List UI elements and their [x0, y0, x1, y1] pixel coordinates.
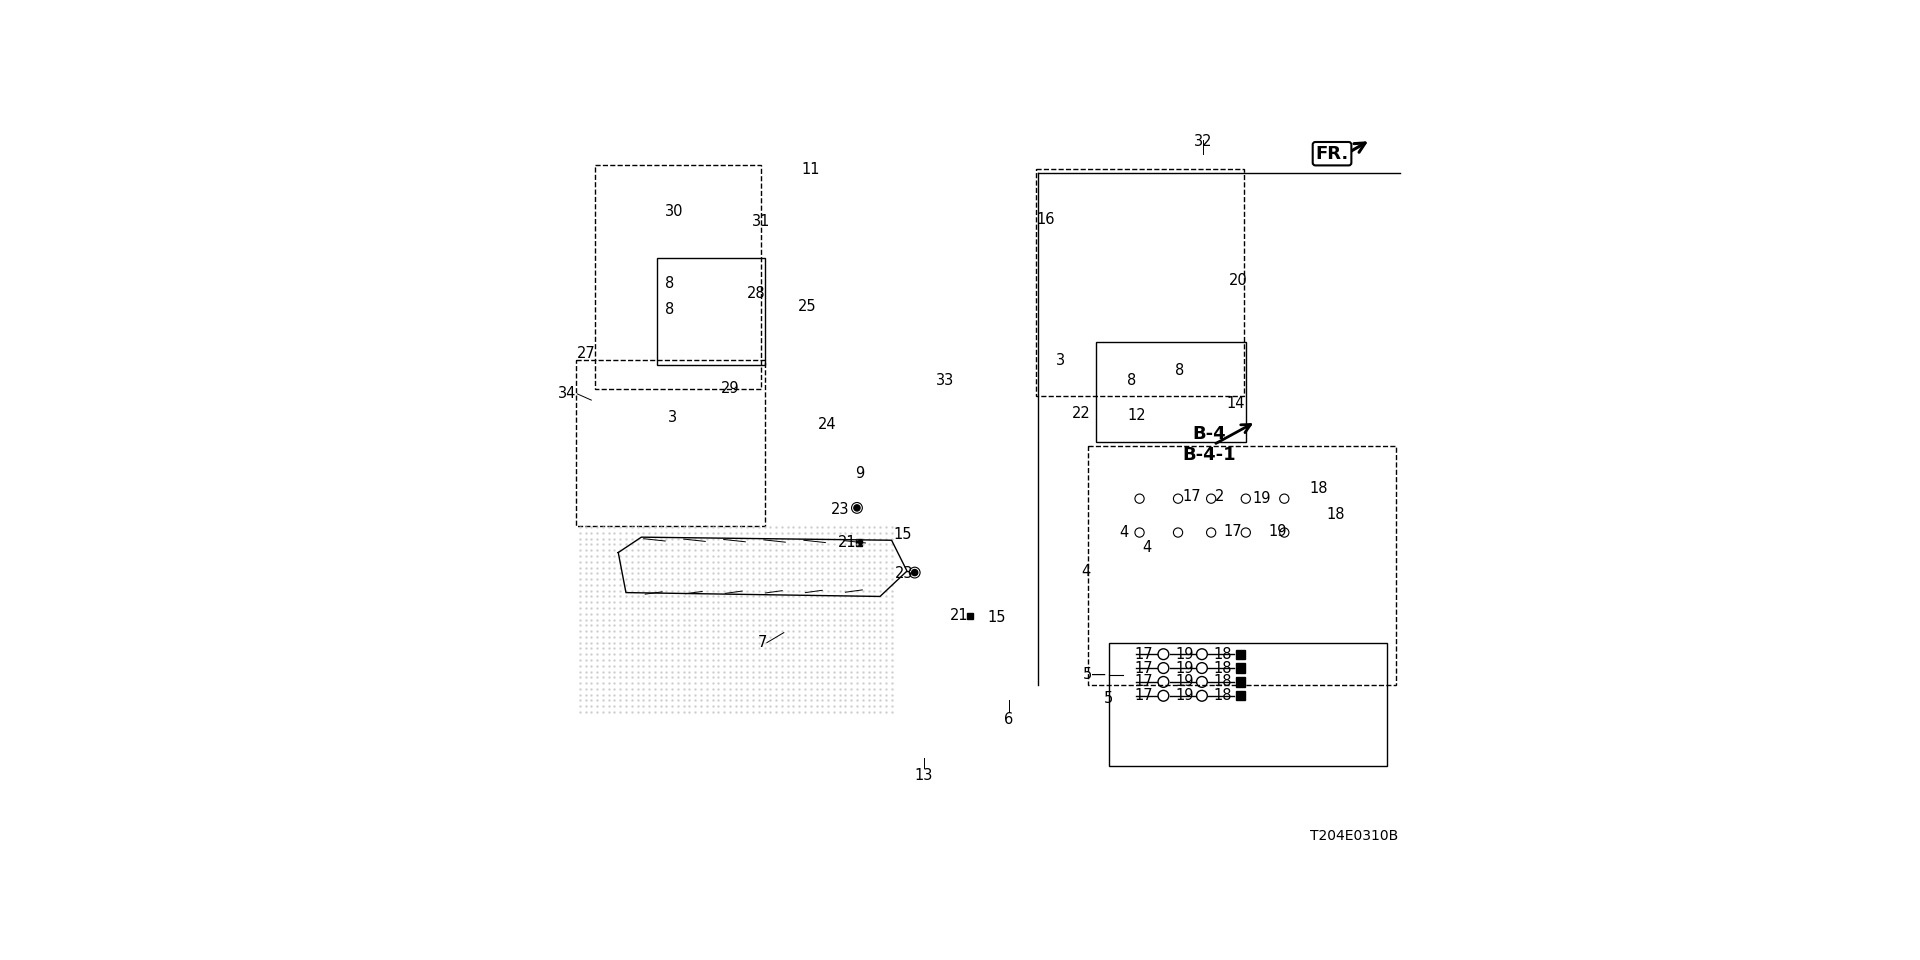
Text: 16: 16: [1037, 211, 1054, 227]
Bar: [856, 540, 862, 545]
Bar: [1236, 650, 1244, 659]
Text: 14: 14: [1227, 396, 1244, 412]
Text: 17: 17: [1223, 523, 1242, 539]
Text: 8: 8: [1127, 373, 1137, 389]
Text: 17: 17: [1135, 660, 1152, 676]
Text: 18: 18: [1213, 675, 1233, 689]
Text: 33: 33: [937, 373, 954, 389]
Text: 32: 32: [1194, 134, 1213, 150]
Text: 12: 12: [1127, 408, 1146, 423]
Bar: [1037, 169, 1244, 396]
Text: 19: 19: [1252, 492, 1271, 506]
Bar: [576, 360, 764, 526]
Text: 31: 31: [751, 214, 770, 229]
Text: 18: 18: [1213, 647, 1233, 661]
Circle shape: [854, 505, 860, 511]
Text: 17: 17: [1135, 675, 1152, 689]
Text: 17: 17: [1183, 489, 1202, 504]
Circle shape: [912, 569, 918, 576]
Text: 20: 20: [1229, 274, 1248, 288]
Text: 17: 17: [1135, 688, 1152, 704]
Text: 21: 21: [839, 535, 856, 550]
Text: 2: 2: [1215, 489, 1225, 504]
Text: 4: 4: [1119, 525, 1129, 540]
Bar: [1236, 691, 1244, 701]
Bar: [968, 612, 973, 619]
Text: 23: 23: [831, 502, 849, 516]
Bar: [1096, 343, 1246, 443]
Text: T204E0310B: T204E0310B: [1309, 828, 1398, 843]
Text: 8: 8: [1175, 363, 1185, 378]
Bar: [1236, 663, 1244, 673]
Text: 27: 27: [576, 347, 595, 361]
Text: 29: 29: [720, 381, 739, 396]
Text: 4: 4: [1081, 564, 1091, 579]
Text: 15: 15: [893, 527, 912, 542]
Text: 28: 28: [747, 286, 766, 301]
Text: 5—: 5—: [1083, 667, 1108, 683]
Text: 13: 13: [914, 768, 933, 783]
Text: 21: 21: [950, 609, 968, 623]
Text: 8: 8: [664, 301, 674, 317]
Bar: [657, 257, 764, 366]
Text: 11: 11: [801, 161, 820, 177]
Text: 25: 25: [797, 299, 816, 314]
Text: 3: 3: [1056, 352, 1066, 368]
Text: 19: 19: [1175, 660, 1194, 676]
Bar: [1089, 446, 1396, 685]
Text: 19: 19: [1175, 647, 1194, 661]
Text: 7: 7: [758, 636, 766, 650]
Text: FR.: FR.: [1315, 145, 1348, 162]
Bar: [1108, 642, 1388, 766]
Text: 30: 30: [664, 204, 684, 219]
Text: 17: 17: [1135, 647, 1152, 661]
Text: 18: 18: [1213, 660, 1233, 676]
Text: 24: 24: [818, 418, 837, 432]
Text: 19: 19: [1269, 523, 1288, 539]
Text: 15: 15: [989, 610, 1006, 625]
Text: 18: 18: [1327, 507, 1346, 521]
Text: 5: 5: [1104, 691, 1114, 707]
Text: B-4
B-4-1: B-4 B-4-1: [1183, 425, 1236, 464]
Text: 18: 18: [1309, 481, 1327, 496]
Text: 3: 3: [668, 410, 678, 424]
Text: 22: 22: [1071, 406, 1091, 421]
Bar: [1236, 678, 1244, 686]
Text: 4: 4: [1142, 540, 1152, 556]
Text: 6: 6: [1004, 712, 1014, 727]
Text: 19: 19: [1175, 675, 1194, 689]
Text: 9: 9: [856, 466, 864, 481]
Text: 8: 8: [664, 276, 674, 291]
Bar: [595, 165, 760, 389]
Text: 23: 23: [895, 565, 914, 581]
Text: 18: 18: [1213, 688, 1233, 704]
Text: 34: 34: [557, 387, 576, 401]
Text: 19: 19: [1175, 688, 1194, 704]
Polygon shape: [618, 538, 906, 596]
